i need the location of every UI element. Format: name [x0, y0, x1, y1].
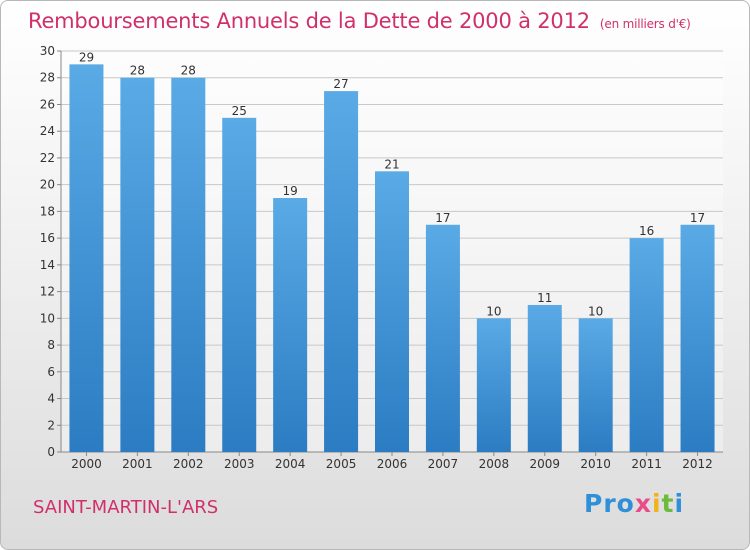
bar-2003	[222, 117, 257, 452]
bar-2006	[375, 171, 409, 453]
x-tick-label: 2000	[71, 457, 102, 471]
data-label: 11	[537, 291, 552, 305]
y-tick-label: 6	[47, 365, 55, 379]
y-tick-label: 26	[40, 97, 55, 111]
y-tick-label: 18	[40, 204, 55, 218]
x-tick-label: 2006	[377, 457, 408, 471]
place-name: SAINT-MARTIN-L'ARS	[33, 497, 219, 518]
logo-part-4: t	[661, 489, 675, 518]
bar-2008	[476, 318, 511, 452]
x-tick-label: 2004	[275, 457, 306, 471]
data-label: 27	[333, 77, 348, 91]
bar-2007	[425, 224, 460, 452]
bar-2009	[527, 304, 562, 452]
y-tick-label: 16	[40, 231, 55, 245]
x-tick-label: 2002	[173, 457, 204, 471]
x-tick-label: 2009	[529, 457, 560, 471]
y-tick-label: 12	[40, 285, 55, 299]
bar-2000	[69, 64, 104, 452]
logo-part-2: x	[634, 489, 652, 518]
logo-part-3: i	[651, 489, 662, 518]
data-label: 10	[588, 304, 603, 318]
proxiti-logo: Proxiti	[584, 489, 684, 518]
chart-title-text: Remboursements Annuels de la Dette de 20…	[28, 9, 590, 33]
y-tick-label: 20	[40, 178, 55, 192]
data-label: 17	[690, 211, 705, 225]
y-tick-label: 28	[40, 71, 55, 85]
chart-unit: (en milliers d'€)	[599, 17, 691, 31]
y-tick-label: 22	[40, 151, 55, 165]
x-tick-label: 2008	[479, 457, 510, 471]
data-label: 25	[232, 104, 247, 118]
x-tick-label: 2001	[122, 457, 153, 471]
data-label: 29	[79, 50, 94, 64]
data-label: 16	[639, 224, 654, 238]
y-tick-label: 8	[47, 338, 55, 352]
y-tick-label: 10	[40, 311, 55, 325]
y-tick-label: 4	[47, 392, 55, 406]
bar-2010	[578, 318, 613, 452]
logo-part-1: Pro	[584, 489, 635, 518]
y-tick-label: 24	[40, 124, 55, 138]
data-label: 10	[486, 304, 501, 318]
x-tick-label: 2007	[428, 457, 459, 471]
chart-title: Remboursements Annuels de la Dette de 20…	[28, 9, 691, 33]
x-tick-label: 2010	[580, 457, 611, 471]
logo-part-5: i	[674, 489, 685, 518]
x-tick-label: 2011	[631, 457, 662, 471]
data-label: 21	[384, 157, 399, 171]
bar-2012	[680, 224, 715, 452]
bar-2004	[273, 198, 308, 452]
bar-2005	[324, 91, 359, 452]
data-label: 19	[283, 184, 298, 198]
bar-2001	[120, 77, 155, 452]
data-label: 28	[130, 64, 145, 78]
data-label: 28	[181, 64, 196, 78]
y-tick-label: 0	[47, 445, 55, 459]
bar-2002	[171, 77, 206, 452]
x-tick-label: 2005	[326, 457, 357, 471]
x-tick-label: 2012	[682, 457, 713, 471]
x-tick-label: 2003	[224, 457, 255, 471]
bar-2011	[629, 238, 664, 452]
y-tick-label: 14	[40, 258, 55, 272]
y-tick-label: 30	[40, 44, 55, 58]
data-label: 17	[435, 211, 450, 225]
y-tick-label: 2	[47, 418, 55, 432]
